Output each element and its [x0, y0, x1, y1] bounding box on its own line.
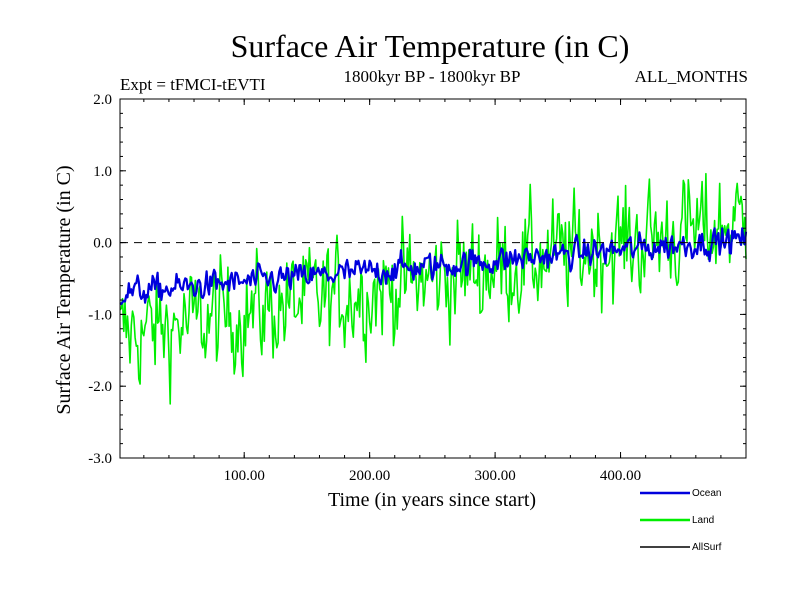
- months-label: ALL_MONTHS: [635, 67, 748, 86]
- legend: Ocean Land AllSurf: [640, 488, 722, 553]
- y-tick-label: 2.0: [93, 92, 112, 108]
- y-tick-label: 1.0: [93, 164, 112, 180]
- x-tick-label: 400.00: [600, 468, 641, 484]
- x-tick-label: 200.00: [349, 468, 390, 484]
- legend-label-ocean: Ocean: [692, 488, 721, 499]
- y-tick-label: -3.0: [88, 451, 112, 467]
- x-tick-label: 300.00: [474, 468, 515, 484]
- period-label: 1800kyr BP - 1800kyr BP: [344, 67, 521, 86]
- x-tick-label: 100.00: [224, 468, 265, 484]
- series-line-ocean: [119, 227, 748, 306]
- y-axis: 2.0 1.0 0.0 -1.0 -2.0 -3.0: [88, 92, 746, 467]
- y-tick-label: 0.0: [93, 236, 112, 252]
- y-tick-label: -1.0: [88, 307, 112, 323]
- series-line-land: [119, 172, 747, 405]
- legend-label-allsurf: AllSurf: [692, 542, 722, 553]
- x-axis: 100.00 200.00 300.00 400.00: [143, 99, 722, 484]
- chart-title: Surface Air Temperature (in C): [231, 28, 630, 64]
- experiment-label: Expt = tFMCI-tEVTI: [120, 75, 266, 94]
- data-lines: [119, 172, 748, 405]
- y-tick-label: -2.0: [88, 379, 112, 395]
- x-axis-label: Time (in years since start): [328, 489, 536, 511]
- plot-frame: [119, 98, 747, 459]
- y-axis-label: Surface Air Temperature (in C): [53, 165, 75, 414]
- legend-label-land: Land: [692, 515, 714, 526]
